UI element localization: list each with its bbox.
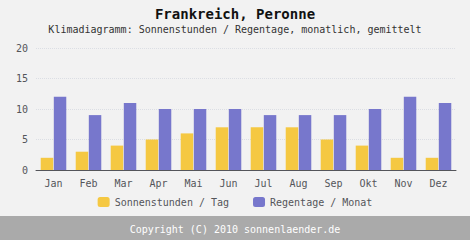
svg-text:20: 20 [16, 43, 28, 54]
svg-text:Aug: Aug [289, 178, 307, 189]
svg-text:Mai: Mai [184, 178, 202, 189]
svg-text:0: 0 [22, 165, 28, 176]
svg-text:Dez: Dez [429, 178, 447, 189]
svg-text:Okt: Okt [359, 178, 377, 189]
svg-text:Sep: Sep [324, 178, 342, 189]
svg-text:Nov: Nov [394, 178, 412, 189]
svg-text:Jun: Jun [219, 178, 237, 189]
svg-text:Klimadiagramm: Sonnenstunden /: Klimadiagramm: Sonnenstunden / Regentage… [48, 24, 421, 35]
svg-text:Frankreich, Peronne: Frankreich, Peronne [155, 6, 315, 22]
svg-text:Apr: Apr [149, 178, 167, 189]
svg-text:Sonnenstunden / Tag: Sonnenstunden / Tag [115, 197, 229, 208]
svg-text:Mar: Mar [114, 178, 132, 189]
svg-text:15: 15 [16, 73, 28, 84]
svg-text:Jul: Jul [254, 178, 272, 189]
svg-text:Regentage / Monat: Regentage / Monat [270, 197, 372, 208]
svg-text:5: 5 [22, 134, 28, 145]
svg-text:Feb: Feb [79, 178, 97, 189]
svg-text:Copyright (C) 2010 sonnenlaend: Copyright (C) 2010 sonnenlaender.de [130, 224, 341, 235]
svg-text:Jan: Jan [44, 178, 62, 189]
svg-text:10: 10 [16, 104, 28, 115]
